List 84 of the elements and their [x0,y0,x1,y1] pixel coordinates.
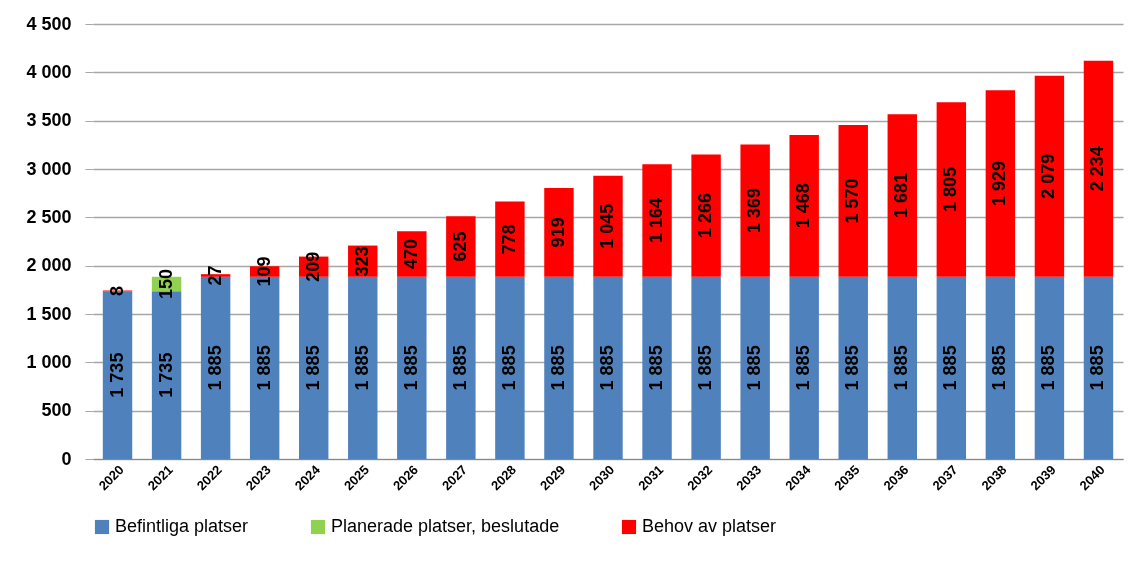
data-label: 27 [204,265,225,286]
data-label: 2 234 [1087,146,1108,192]
bar [348,276,378,459]
bar [887,276,917,459]
legend-label: Befintliga platser [115,516,249,536]
bar [1083,276,1114,459]
y-tick-label: 2 500 [26,206,72,227]
legend-label: Behov av platser [642,516,777,536]
data-label: 1 885 [400,345,421,391]
bar [740,144,770,277]
bar [740,276,770,459]
data-label: 1 570 [842,178,863,224]
data-label: 1 885 [793,345,814,391]
data-label: 1 885 [547,345,568,391]
data-label: 1 885 [744,345,765,391]
data-label: 1 805 [940,167,961,213]
legend-label: Planerade platser, beslutade [331,516,560,536]
bar [593,175,623,277]
y-tick-label: 3 000 [26,158,72,179]
y-tick-label: 1 000 [26,351,72,372]
data-label: 109 [253,256,274,287]
data-label: 1 885 [449,345,470,391]
data-label: 1 885 [842,345,863,391]
bar [838,125,868,277]
bar [446,276,476,459]
data-label: 1 164 [646,198,667,244]
bar [789,276,819,459]
data-label: 1 885 [597,345,617,391]
bar [887,114,917,277]
data-label: 1 885 [989,345,1010,391]
bar [544,276,574,459]
y-tick-label: 4 500 [26,13,72,34]
data-label: 1 468 [793,183,814,229]
data-label: 1 885 [253,345,274,391]
data-label: 1 369 [744,188,765,234]
data-label: 919 [547,217,568,248]
y-tick-label: 3 500 [26,110,72,131]
data-label: 1 885 [940,345,961,391]
bar [691,276,721,459]
data-label: 778 [498,224,519,255]
bar [642,164,672,277]
data-label: 1 045 [597,203,617,249]
data-label: 1 266 [695,193,716,239]
bar [838,276,868,459]
bar [985,90,1016,277]
y-tick-label: 0 [61,448,72,469]
data-label: 1 885 [351,345,372,391]
data-label: 1 885 [695,345,716,391]
data-label: 470 [400,239,421,270]
y-tick-label: 4 000 [26,61,72,82]
data-label: 2 079 [1038,153,1059,199]
bar [593,276,623,459]
y-tick-label: 2 000 [26,255,72,276]
data-label: 8 [106,285,127,296]
bar [495,276,525,459]
bar [642,276,672,459]
data-label: 1 885 [1087,345,1108,391]
bar [789,134,819,277]
data-label: 1 929 [989,161,1010,207]
y-tick-label: 500 [41,400,72,421]
data-label: 209 [302,251,323,282]
data-label: 1 885 [646,345,667,391]
bar [397,276,427,459]
bar [1083,60,1114,277]
bar [544,187,574,277]
data-label: 1 735 [106,352,127,398]
data-label: 150 [155,269,176,300]
data-label: 1 885 [204,345,225,391]
y-tick-label: 1 500 [26,303,72,324]
data-label: 625 [449,231,470,262]
data-label: 1 885 [302,345,323,391]
data-label: 323 [351,246,372,277]
bar [936,276,967,459]
data-label: 1 735 [155,352,176,398]
data-label: 1 885 [1038,345,1059,391]
bar [1034,75,1065,277]
bar [1034,276,1065,459]
data-label: 1 885 [498,345,519,391]
bar [495,201,525,277]
data-label: 1 885 [891,345,912,391]
bar [936,102,967,277]
bar [985,276,1016,459]
data-label: 1 681 [891,173,912,219]
bar [691,154,721,277]
